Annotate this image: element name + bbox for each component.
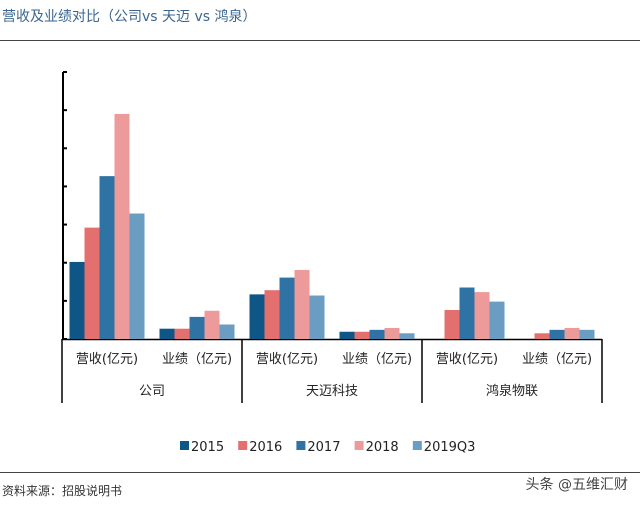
bar-2017	[459, 287, 475, 339]
subcategory-label: 营收(亿元)	[256, 352, 318, 367]
subcategory-label: 业绩（亿元)	[342, 352, 412, 367]
bar-2017	[189, 316, 205, 339]
bar-2019Q3	[129, 213, 145, 339]
subcategory-label: 业绩（亿元)	[522, 352, 592, 367]
subcategory-label: 营收(亿元)	[436, 352, 498, 367]
bar-2018	[474, 292, 490, 339]
title-divider	[0, 40, 640, 41]
group-label: 公司	[139, 384, 165, 399]
bar-2019Q3	[309, 295, 325, 339]
legend-label-2015: 2015	[191, 440, 224, 455]
bar-2018	[204, 310, 220, 339]
bar-2015	[249, 294, 265, 339]
group-label: 天迈科技	[306, 384, 358, 399]
bar-chart: 营收(亿元) 业绩（亿元) 公司 营收(亿元) 业绩（亿元) 天迈科技 营收(亿元) 业绩（亿…	[61, 71, 603, 455]
bar-2015	[69, 261, 85, 339]
subcategory-label: 营收(亿元)	[76, 352, 138, 367]
bar-2017	[549, 329, 565, 339]
bar-2019Q3	[219, 324, 235, 339]
bar-2015	[339, 331, 355, 339]
bar-2016	[534, 333, 550, 339]
bar-2016	[264, 290, 280, 339]
legend-label-2016: 2016	[249, 440, 282, 455]
legend-swatch-2015	[180, 441, 189, 450]
watermark: 头条 @五维汇财	[525, 477, 628, 493]
bar-2017	[369, 329, 385, 339]
bar-2016	[174, 328, 190, 339]
legend-label-2017: 2017	[307, 440, 340, 455]
legend-swatch-2019Q3	[412, 441, 422, 450]
bar-2019Q3	[399, 333, 415, 339]
chart-title: 营收及业绩对比（公司vs 天迈 vs 鸿泉）	[2, 9, 257, 25]
footer-divider	[0, 472, 640, 473]
bar-2019Q3	[579, 329, 595, 339]
bar-2018	[294, 269, 310, 339]
legend-swatch-2018	[354, 441, 364, 450]
subcategory-label: 业绩（亿元)	[162, 352, 232, 367]
bar-2016	[354, 331, 370, 339]
bar-2018	[564, 327, 580, 339]
bar-2019Q3	[489, 301, 505, 339]
bar-2017	[99, 176, 115, 339]
group-label: 鸿泉物联	[486, 383, 538, 399]
legend-swatch-2017	[296, 441, 306, 450]
bar-2018	[114, 113, 130, 339]
bar-2015	[159, 328, 175, 339]
bar-2018	[384, 327, 400, 339]
bar-2017	[279, 277, 295, 339]
legend-swatch-2016	[238, 441, 248, 450]
legend-label-2019Q3: 2019Q3	[424, 440, 476, 455]
bar-2016	[444, 310, 460, 339]
legend-label-2018: 2018	[366, 440, 399, 455]
source-note: 资料来源：招股说明书	[2, 484, 123, 498]
bar-2016	[84, 227, 100, 339]
